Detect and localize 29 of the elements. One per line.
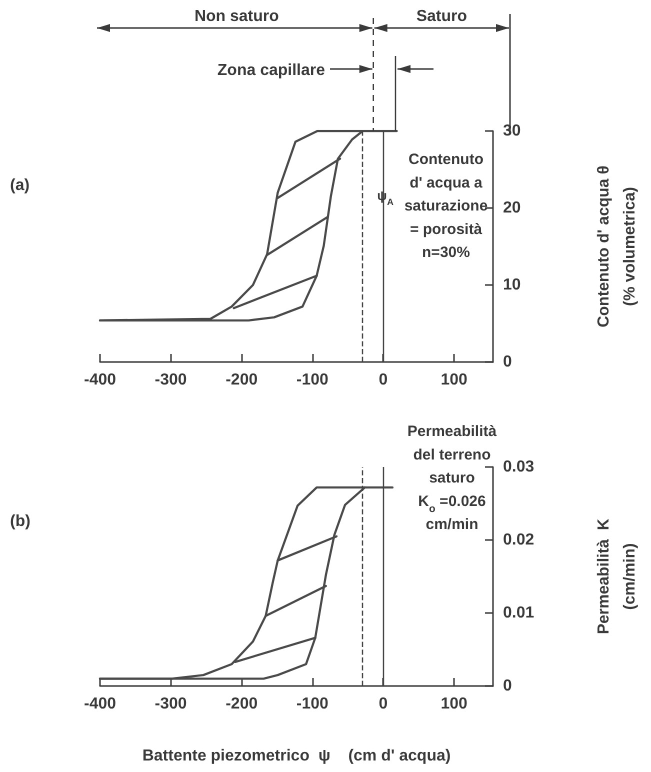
y-axis-title: Contenuto d' acqua θ (% volumetrica) (596, 166, 638, 328)
y-tick-label: 20 (503, 200, 521, 216)
x-tick-label: -400 (84, 696, 116, 712)
x-tick-label: 0 (378, 372, 388, 388)
text: Zona capillare (217, 62, 326, 79)
annotation: Contenuto d' acqua a saturazione = porosità n=30% (404, 151, 488, 261)
x-tick-label: 0 (378, 696, 388, 712)
x-axis-title: Battente piezometrico ψ (cm d' acqua) (142, 748, 451, 764)
text: Saturo (416, 8, 468, 25)
y-tick-label: 0.03 (503, 458, 534, 476)
text: Non saturo (194, 8, 280, 25)
x-tick-label: -300 (154, 372, 187, 388)
x-tick-label: -300 (154, 696, 187, 712)
y-tick-label: 0.02 (503, 532, 534, 548)
annotation: Permeabilità del terreno saturo K$_{o}$ =0.026 cm/min (407, 423, 498, 533)
y-tick-label: 10 (503, 276, 521, 294)
x-tick-label: -200 (226, 696, 258, 712)
x-tick-label: 100 (440, 696, 468, 712)
x-tick-label: -100 (296, 696, 329, 712)
x-tick-label: -100 (296, 372, 329, 388)
y-tick-label: 0.01 (503, 604, 534, 622)
text: (b) (10, 513, 30, 530)
y-tick-label: 0 (503, 678, 512, 694)
y-axis-title: Permeabilità K (cm/min) (596, 518, 638, 634)
y-tick-label: 0 (503, 354, 512, 370)
x-tick-label: -400 (84, 372, 116, 388)
text: (a) (10, 177, 30, 194)
x-tick-label: 100 (440, 372, 468, 388)
x-tick-label: -200 (226, 372, 258, 388)
